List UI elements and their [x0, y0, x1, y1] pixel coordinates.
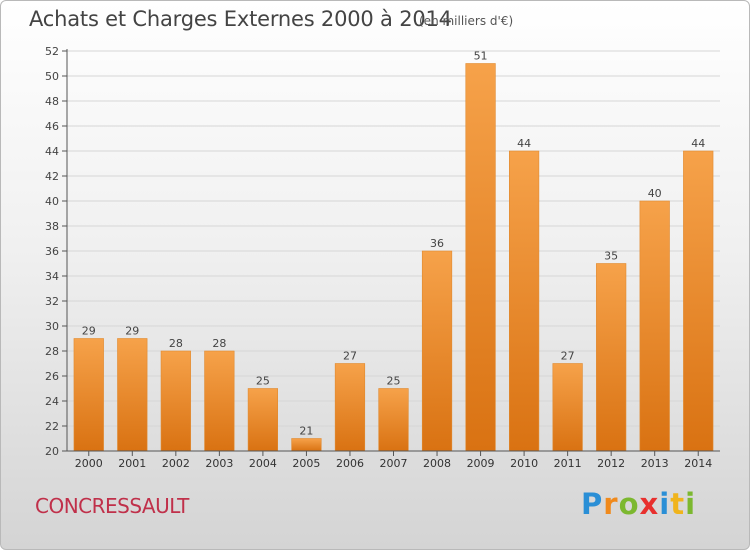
- x-tick-label-2000: 2000: [75, 457, 103, 470]
- x-tick-label-2008: 2008: [423, 457, 451, 470]
- y-tick-label: 50: [45, 70, 59, 83]
- bar-2000: [73, 338, 104, 452]
- value-label-2013: 40: [648, 187, 662, 200]
- bar-2008: [421, 250, 453, 452]
- x-tick-label-2003: 2003: [205, 457, 233, 470]
- value-labels: 29 29 28 28 25 21 27 25 36 51 44 27 35 40 44: [82, 50, 705, 438]
- commune-name: CONCRESSAULT: [35, 494, 189, 518]
- value-label-2004: 25: [256, 375, 270, 388]
- y-tick-label: 40: [45, 195, 59, 208]
- value-label-2006: 27: [343, 350, 357, 363]
- bar-2002: [160, 350, 191, 452]
- y-tick-label: 48: [45, 95, 59, 108]
- x-tick-label-2006: 2006: [336, 457, 364, 470]
- x-tick-label-2002: 2002: [162, 457, 190, 470]
- bar-2003: [204, 350, 235, 452]
- x-tick-label-2001: 2001: [118, 457, 146, 470]
- bar-2012: [596, 263, 627, 452]
- y-tick-label: 28: [45, 345, 59, 358]
- y-tick-label: 46: [45, 120, 59, 133]
- bar-2004: [247, 388, 279, 452]
- y-tick-label: 24: [45, 395, 59, 408]
- value-label-2007: 25: [387, 375, 401, 388]
- value-label-2002: 28: [169, 337, 183, 350]
- y-tick-label: 52: [45, 45, 59, 58]
- logo-letter: t: [670, 487, 686, 521]
- value-label-2010: 44: [517, 137, 531, 150]
- y-tick-label: 30: [45, 320, 59, 333]
- value-label-2012: 35: [604, 250, 618, 263]
- bar-2014: [683, 150, 714, 452]
- y-tick-label: 44: [45, 145, 59, 158]
- x-tick-label-2005: 2005: [292, 457, 320, 470]
- bar-2010: [508, 150, 540, 452]
- logo-letter: P: [581, 487, 604, 521]
- bar-2006: [334, 363, 366, 452]
- chart-subtitle: (en milliers d'€): [419, 14, 514, 28]
- bar-2013: [639, 200, 670, 452]
- y-tick-label: 32: [45, 295, 59, 308]
- x-tick-label-2011: 2011: [554, 457, 582, 470]
- bars: [73, 63, 714, 452]
- x-tick-label-2010: 2010: [510, 457, 538, 470]
- proxiti-logo: Proxiti: [581, 487, 696, 521]
- y-tick-label: 26: [45, 370, 59, 383]
- logo-letter: o: [618, 487, 640, 521]
- value-label-2009: 51: [474, 50, 488, 63]
- x-tick-label-2012: 2012: [597, 457, 625, 470]
- chart-title: Achats et Charges Externes 2000 à 2014: [29, 7, 452, 31]
- bar-2011: [552, 363, 583, 452]
- bar-2005: [291, 438, 322, 452]
- value-label-2001: 29: [125, 325, 139, 338]
- x-tick-label-2013: 2013: [641, 457, 669, 470]
- value-label-2000: 29: [82, 325, 96, 338]
- value-label-2011: 27: [561, 350, 575, 363]
- x-tick-label-2007: 2007: [380, 457, 408, 470]
- logo-letter: r: [603, 487, 619, 521]
- value-label-2003: 28: [212, 337, 226, 350]
- logo-letter: i: [685, 487, 697, 521]
- axes: 20 22 24 26 28 30 32 34 36 38 40 42 44 46 48 50 52 2000 20…: [45, 45, 720, 470]
- logo-letter: i: [659, 487, 671, 521]
- y-tick-label: 38: [45, 220, 59, 233]
- logo-letter: x: [639, 487, 660, 521]
- x-tick-label-2004: 2004: [249, 457, 277, 470]
- bar-2007: [378, 388, 409, 452]
- bar-2001: [117, 338, 148, 452]
- y-tick-label: 34: [45, 270, 59, 283]
- y-tick-label: 36: [45, 245, 59, 258]
- y-tick-label: 42: [45, 170, 59, 183]
- value-label-2005: 21: [299, 425, 313, 438]
- y-tick-label: 22: [45, 420, 59, 433]
- x-tick-label-2014: 2014: [684, 457, 712, 470]
- x-tick-label-2009: 2009: [467, 457, 495, 470]
- value-label-2008: 36: [430, 237, 444, 250]
- y-tick-label: 20: [45, 445, 59, 458]
- value-label-2014: 44: [691, 137, 705, 150]
- bar-2009: [465, 63, 496, 452]
